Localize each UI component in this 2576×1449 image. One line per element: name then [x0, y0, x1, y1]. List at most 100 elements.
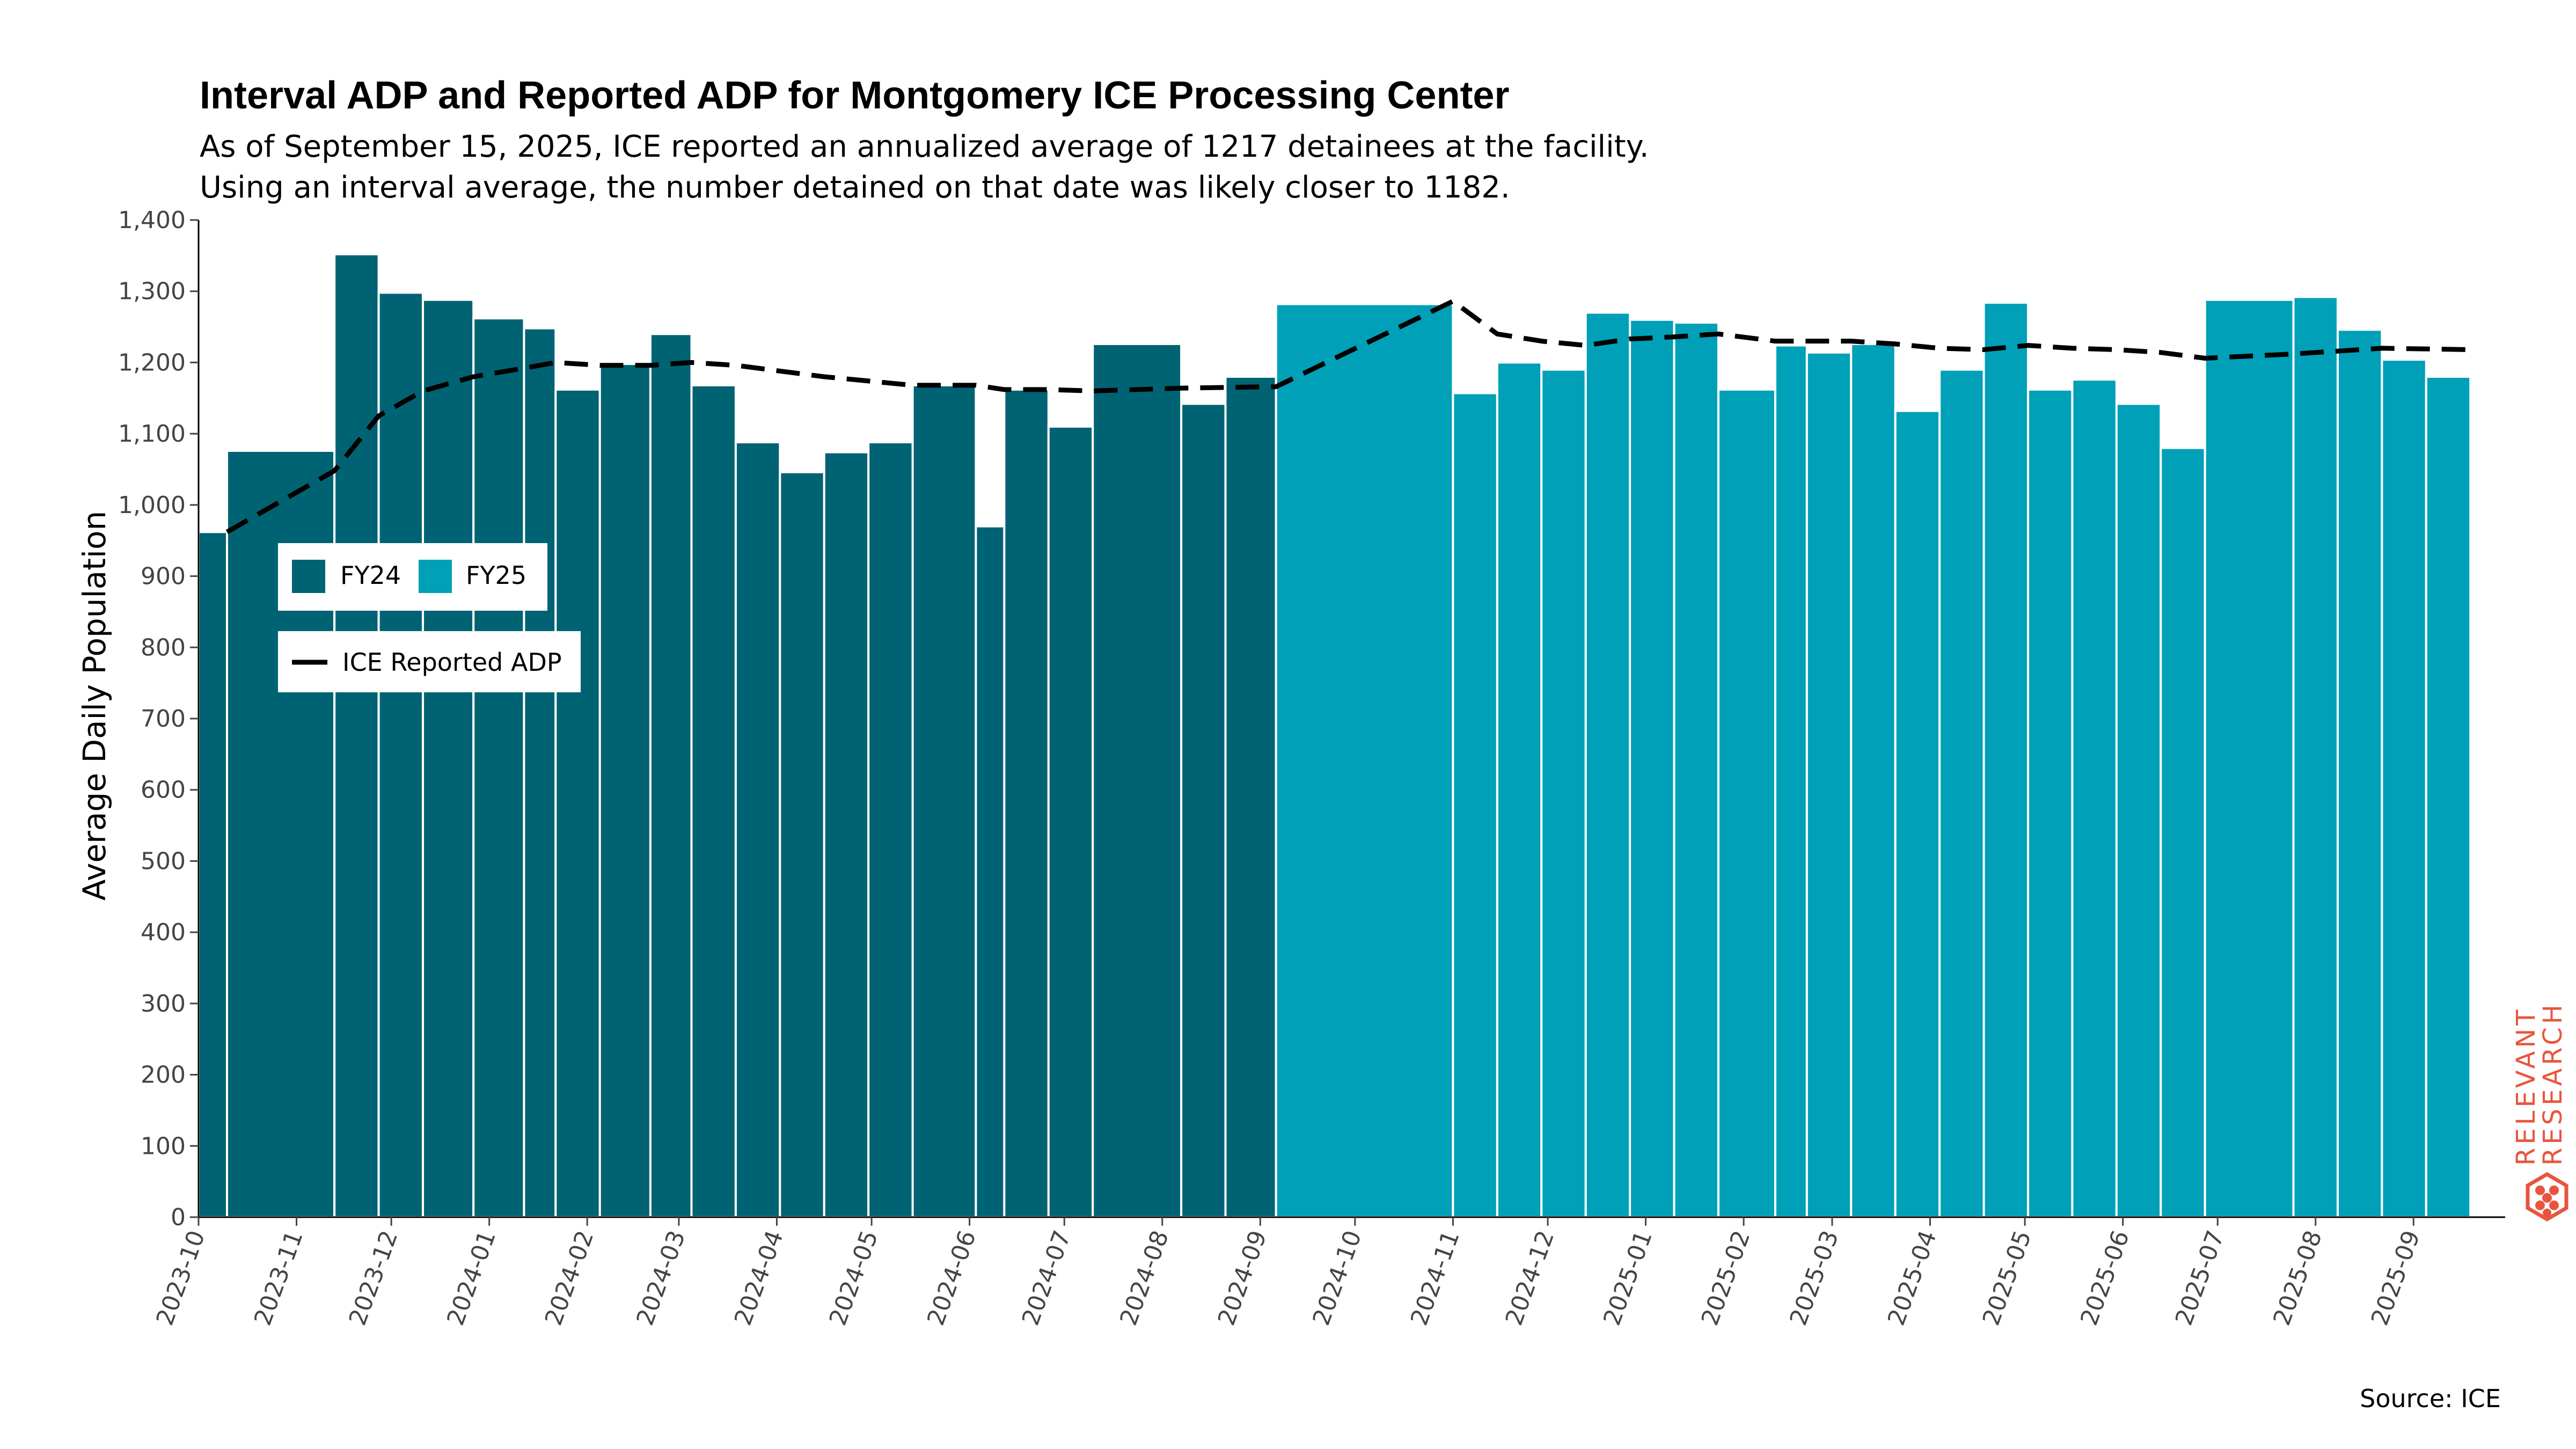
x-tick-label: 2025-03: [1784, 1227, 1844, 1329]
x-tick-label: 2024-03: [631, 1227, 691, 1329]
bars: [197, 253, 2472, 1219]
bar-fy25-22: [2425, 375, 2472, 1218]
x-tick-label: 2025-04: [1883, 1227, 1942, 1329]
bar-fy25-17: [2160, 447, 2206, 1219]
logo-text-research: RESEARCH: [2538, 1001, 2568, 1166]
bar-fy24-8: [598, 363, 652, 1218]
bar-fy25-20: [2336, 328, 2383, 1218]
bar-fy24-15: [911, 384, 977, 1219]
bar-fy24-5: [472, 317, 525, 1218]
bar-fy25-5: [1629, 318, 1675, 1218]
x-tick-label: 2024-02: [540, 1227, 599, 1329]
legend-label-reported-adp: ICE Reported ADP: [342, 648, 562, 677]
bar-fy24-20: [1180, 402, 1227, 1218]
chart-subtitle-line-2: Using an interval average, the number de…: [200, 170, 1510, 205]
bar-fy25-12: [1938, 368, 1985, 1219]
bar-fy24-10: [690, 384, 737, 1219]
y-tick-label: 1,400: [118, 207, 186, 234]
x-tick-label: 2023-10: [151, 1227, 211, 1329]
bar-fy25-6: [1673, 321, 1719, 1219]
bar-fy25-18: [2204, 298, 2295, 1218]
x-tick-label: 2025-06: [2075, 1227, 2135, 1329]
bar-fy24-3: [377, 291, 425, 1219]
bar-fy25-9: [1805, 351, 1853, 1219]
y-tick-label: 200: [141, 1062, 186, 1089]
y-tick-label: 500: [141, 847, 186, 875]
bar-fy24-21: [1224, 375, 1277, 1218]
legend-swatch-fy24: [292, 560, 325, 593]
bar-fy25-11: [1894, 409, 1941, 1218]
x-tick-label: 2024-10: [1307, 1227, 1367, 1329]
reported-adp-line: [225, 298, 2471, 535]
bar-fy25-1: [1452, 392, 1498, 1218]
x-tick-label: 2025-08: [2268, 1227, 2328, 1329]
x-tick-label: 2024-01: [442, 1227, 501, 1329]
y-tick-label: 1,100: [118, 420, 186, 448]
logo-text-relevant: RELEVANT: [2511, 1006, 2541, 1166]
bar-fy25-16: [2115, 402, 2162, 1218]
bar-fy24-9: [649, 333, 693, 1218]
chart-subtitle-line-1: As of September 15, 2025, ICE reported a…: [200, 129, 1649, 164]
x-tick-label: 2024-04: [729, 1227, 789, 1329]
bar-fy24-13: [823, 451, 870, 1218]
bar-fy25-21: [2381, 358, 2427, 1218]
legend-swatch-fy25: [419, 560, 452, 593]
bar-fy25-0: [1275, 303, 1454, 1218]
legend: FY24 FY25 ICE Reported ADP: [278, 543, 581, 692]
x-tick-label: 2025-05: [1978, 1227, 2037, 1329]
bar-fy24-2: [333, 253, 380, 1218]
legend-label-fy25: FY25: [466, 561, 526, 590]
y-tick-label: 1,000: [118, 492, 186, 519]
x-tick-label: 2024-06: [922, 1227, 982, 1329]
y-tick-label: 700: [141, 705, 186, 733]
bar-fy24-6: [523, 327, 557, 1218]
hexagon-dots-icon: [2526, 1172, 2568, 1222]
source-note: Source: ICE: [2360, 1384, 2501, 1413]
x-tick-label: 2024-12: [1501, 1227, 1560, 1329]
y-tick-label: 600: [141, 777, 186, 804]
y-tick-label: 300: [141, 990, 186, 1018]
chart-title: Interval ADP and Reported ADP for Montgo…: [200, 74, 1509, 117]
bar-fy25-19: [2292, 296, 2339, 1218]
x-tick-label: 2024-09: [1213, 1227, 1272, 1329]
bar-fy24-19: [1092, 342, 1183, 1218]
bar-fy25-14: [2026, 388, 2074, 1218]
bar-fy25-13: [1982, 301, 2029, 1218]
x-tick-label: 2024-07: [1017, 1227, 1077, 1329]
x-tick-label: 2025-02: [1696, 1227, 1756, 1329]
x-tick-label: 2023-12: [344, 1227, 404, 1329]
bar-fy25-7: [1717, 388, 1776, 1218]
y-tick-label: 800: [141, 634, 186, 661]
y-tick-label: 1,300: [118, 278, 186, 305]
bar-fy25-4: [1584, 311, 1631, 1218]
x-tick-label: 2024-11: [1406, 1227, 1465, 1329]
bar-fy24-16: [975, 525, 1006, 1219]
bar-fy24-0: [197, 531, 228, 1218]
bar-fy24-7: [554, 388, 601, 1218]
y-tick-label: 0: [171, 1204, 186, 1231]
x-tick-label: 2025-01: [1598, 1227, 1658, 1329]
bar-fy24-12: [779, 471, 825, 1218]
reported-adp-line-layer: [225, 298, 2471, 535]
x-tick-label: 2024-08: [1115, 1227, 1174, 1329]
legend-line-box: [278, 631, 581, 692]
bar-fy25-8: [1774, 344, 1808, 1218]
x-tick-label: 2025-07: [2170, 1227, 2230, 1329]
y-tick-label: 100: [141, 1132, 186, 1160]
legend-label-fy24: FY24: [340, 561, 401, 590]
bar-fy24-14: [867, 441, 914, 1218]
bar-fy25-3: [1540, 368, 1587, 1219]
bar-fy24-18: [1047, 425, 1094, 1218]
x-tick-label: 2023-11: [249, 1227, 309, 1329]
y-axis-label: Average Daily Population: [76, 511, 113, 901]
x-tick-label: 2024-05: [824, 1227, 884, 1329]
y-tick-label: 1,200: [118, 349, 186, 376]
bar-fy25-10: [1850, 342, 1897, 1218]
bar-fy25-15: [2071, 378, 2118, 1218]
bar-fy24-17: [1003, 388, 1050, 1218]
y-tick-label: 400: [141, 919, 186, 946]
bar-fy25-2: [1496, 361, 1543, 1218]
y-tick-label: 900: [141, 563, 186, 590]
bar-fy24-4: [422, 298, 475, 1218]
